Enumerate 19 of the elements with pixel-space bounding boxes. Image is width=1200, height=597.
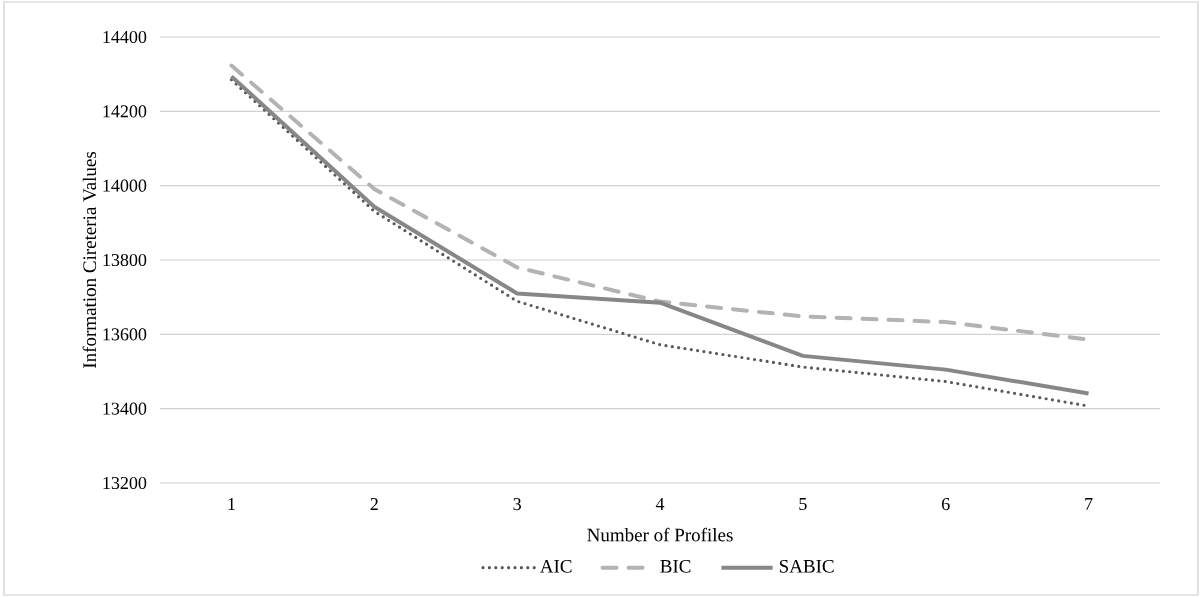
x-tick-label: 4 (655, 498, 665, 510)
legend-label: BIC (660, 559, 691, 573)
y-axis-title: Information Cireteria Values (82, 151, 97, 368)
y-tick-label: 13800 (103, 253, 147, 267)
y-tick-label: 13600 (103, 328, 147, 341)
x-tick-label: 6 (942, 498, 950, 511)
y-tick-label: 14200 (103, 105, 147, 118)
x-tick-label: 7 (1085, 498, 1093, 510)
y-tick-label: 13400 (103, 402, 147, 415)
x-tick-label: 3 (513, 498, 521, 511)
y-tick-label: 14400 (103, 30, 147, 44)
x-axis-title: Number of Profiles (587, 527, 733, 542)
y-tick-label: 14000 (103, 179, 147, 192)
x-tick-label: 1 (228, 498, 235, 510)
x-tick-label: 5 (799, 498, 807, 511)
y-tick-label: 13200 (103, 476, 147, 490)
legend-label: AIC (540, 559, 572, 573)
legend-label: SABIC (779, 559, 834, 573)
x-tick-label: 2 (370, 498, 378, 510)
